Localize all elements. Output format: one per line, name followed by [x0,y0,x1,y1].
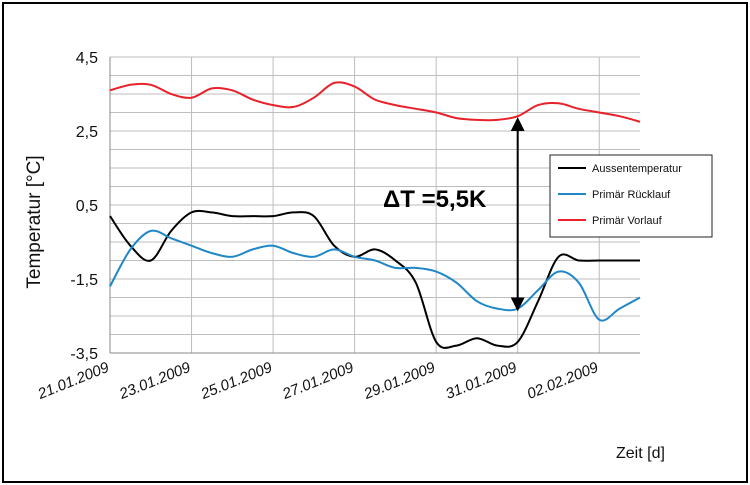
y-tick-label: -1,5 [70,272,98,289]
x-tick-labels: 21.01.2009 23.01.2009 25.01.2009 27.01.2009… [35,359,602,404]
x-tick-label: 27.01.2009 [279,359,357,404]
x-tick-label: 21.01.2009 [35,359,113,404]
y-tick-label: 2,5 [76,124,98,141]
x-tick-label: 31.01.2009 [443,359,520,403]
y-tick-label: 0,5 [76,198,98,215]
legend-label: Aussentemperatur [592,163,682,175]
y-tick-label: -3,5 [70,346,98,363]
legend-label: Primär Vorlauf [592,215,663,227]
x-tick-label: 29.01.2009 [361,359,439,404]
legend: Aussentemperatur Primär Rücklauf Primär Vo… [549,154,713,238]
series-lines [109,81,641,349]
delta-t-label: ΔT =5,5K [383,186,487,213]
x-tick-label: 25.01.2009 [198,359,276,404]
y-tick-label: 4,5 [76,50,98,67]
series-line-1 [109,229,641,322]
y-tick-labels: 4,5 2,5 0,5 -1,5 -3,5 [70,50,98,363]
x-axis-title: Zeit [d] [616,445,665,462]
gridlines [109,56,640,354]
series-line-0 [109,209,640,349]
delta-t-annotation: ΔT =5,5K [383,117,525,312]
series-line-2 [109,81,641,123]
x-tick-label: 02.02.2009 [525,359,602,403]
legend-label: Primär Rücklauf [592,189,671,201]
x-tick-label: 23.01.2009 [116,359,194,404]
y-axis-title: Temperatur [°C] [24,155,45,288]
